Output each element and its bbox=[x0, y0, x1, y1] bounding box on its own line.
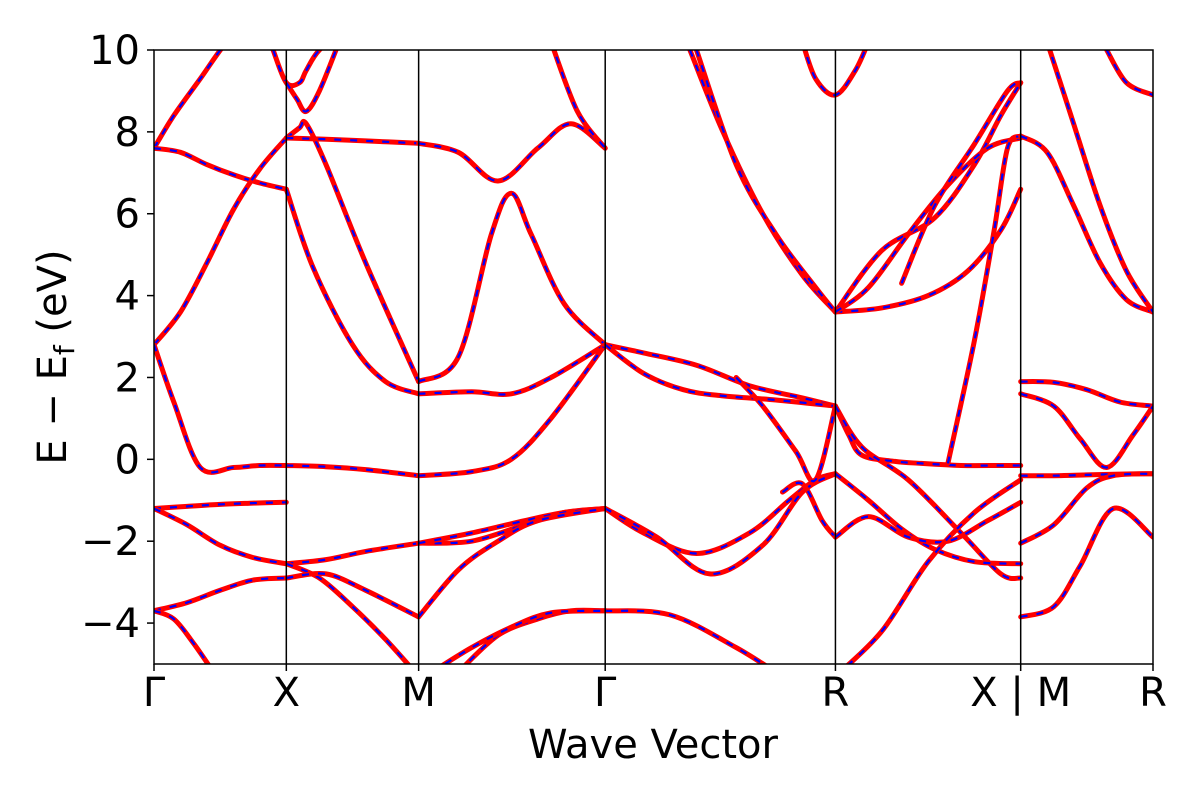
band-line-comparison bbox=[605, 609, 766, 664]
band-line-comparison bbox=[286, 464, 419, 477]
band-line-reference bbox=[283, 186, 422, 397]
band-line-reference bbox=[283, 561, 412, 664]
band-line-comparison bbox=[285, 120, 420, 383]
band-line-comparison bbox=[834, 136, 1022, 313]
band-line-reference bbox=[845, 477, 1024, 664]
band-line-comparison bbox=[154, 147, 287, 191]
band-line-reference bbox=[602, 342, 838, 409]
band-line-reference bbox=[1018, 505, 1153, 620]
band-line-comparison bbox=[464, 609, 606, 664]
band-line-reference bbox=[416, 342, 608, 479]
band-line-reference bbox=[832, 403, 1024, 582]
band-line-comparison bbox=[1020, 472, 1153, 545]
band-line-comparison bbox=[286, 572, 420, 618]
high-symmetry-lines bbox=[285, 50, 1022, 664]
band-line-comparison bbox=[285, 50, 338, 113]
y-tick-label: 8 bbox=[115, 110, 140, 156]
band-line-reference bbox=[416, 190, 608, 385]
band-line-reference bbox=[602, 471, 838, 577]
band-line-reference bbox=[283, 50, 339, 114]
band-line-comparison bbox=[417, 507, 606, 618]
y-tick-label: 6 bbox=[115, 192, 140, 238]
y-tick-label: 10 bbox=[89, 28, 140, 74]
band-line-comparison bbox=[1020, 507, 1153, 618]
band-line-reference bbox=[1104, 50, 1153, 98]
band-line-comparison bbox=[285, 188, 419, 395]
y-axis-title: E − Ef (eV) bbox=[30, 249, 81, 464]
x-tick-label: Γ bbox=[143, 670, 166, 716]
y-tick-label: −2 bbox=[81, 519, 140, 565]
band-line-comparison bbox=[154, 137, 288, 346]
x-tick-label: Γ bbox=[594, 670, 617, 716]
band-line-comparison bbox=[1020, 392, 1153, 469]
y-tick-label: 0 bbox=[115, 437, 140, 483]
x-tick-label: X bbox=[273, 670, 300, 716]
x-tick-label: R bbox=[822, 670, 850, 716]
band-line-comparison bbox=[1105, 50, 1153, 97]
band-line-comparison bbox=[418, 192, 606, 383]
x-tick-label: R bbox=[1139, 670, 1167, 716]
band-line-reference bbox=[1018, 379, 1153, 409]
band-line-comparison bbox=[154, 609, 210, 664]
band-line-comparison bbox=[418, 343, 606, 396]
band-line-reference bbox=[694, 50, 838, 315]
y-axis-ticks: −4 −2 0 2 4 6 8 10 bbox=[81, 28, 154, 647]
band-line-reference bbox=[283, 570, 422, 620]
band-line-comparison bbox=[154, 507, 287, 565]
bands-layer bbox=[154, 50, 1153, 664]
y-axis-title-prefix: E − E bbox=[30, 355, 76, 465]
band-line-reference bbox=[551, 50, 608, 151]
band-line-reference bbox=[832, 403, 1024, 469]
band-line-comparison bbox=[418, 122, 606, 183]
band-line-comparison bbox=[834, 405, 1021, 580]
y-axis-title-suffix: (eV) bbox=[30, 249, 76, 345]
band-line-comparison bbox=[604, 343, 836, 408]
band-line-comparison bbox=[1048, 50, 1153, 313]
y-tick-label: −4 bbox=[81, 601, 140, 647]
band-line-comparison bbox=[834, 82, 1022, 313]
band-line-reference bbox=[416, 121, 608, 184]
band-line-comparison bbox=[900, 81, 1022, 284]
x-axis-ticks: Γ X M Γ R X | M R bbox=[143, 664, 1167, 716]
band-line-comparison bbox=[847, 478, 1022, 664]
x-tick-label: M bbox=[401, 670, 436, 716]
band-line-comparison bbox=[286, 542, 419, 565]
band-line-comparison bbox=[154, 344, 287, 474]
band-line-reference bbox=[832, 499, 1024, 545]
x-tick-label: X | M bbox=[970, 670, 1071, 716]
band-line-reference bbox=[780, 480, 838, 540]
band-line-comparison bbox=[834, 472, 1021, 565]
band-line-reference bbox=[1018, 133, 1153, 315]
band-line-comparison bbox=[946, 135, 1022, 464]
x-axis-title: Wave Vector bbox=[528, 722, 779, 768]
band-line-comparison bbox=[285, 562, 410, 664]
band-line-reference bbox=[154, 50, 224, 151]
band-line-reference bbox=[440, 608, 608, 664]
band-line-comparison bbox=[834, 405, 1021, 467]
band-line-comparison bbox=[442, 609, 606, 664]
y-tick-label: 4 bbox=[115, 274, 140, 320]
band-line-reference bbox=[154, 506, 289, 567]
band-line-comparison bbox=[1020, 380, 1153, 408]
band-line-reference bbox=[154, 145, 289, 192]
band-line-reference bbox=[154, 342, 289, 475]
band-line-comparison bbox=[688, 50, 837, 313]
band-line-comparison bbox=[834, 501, 1022, 544]
y-tick-label: 2 bbox=[115, 355, 140, 401]
band-line-comparison bbox=[154, 576, 287, 612]
band-line-reference bbox=[733, 375, 838, 484]
band-line-comparison bbox=[835, 188, 1022, 314]
band-line-comparison bbox=[695, 50, 837, 313]
y-axis-title-subscript: f bbox=[48, 344, 81, 355]
band-line-comparison bbox=[1020, 472, 1153, 477]
plot-frame bbox=[153, 49, 1154, 665]
band-line-comparison bbox=[154, 50, 222, 149]
band-line-comparison bbox=[286, 136, 419, 145]
band-line-comparison bbox=[154, 501, 287, 510]
band-line-reference bbox=[154, 608, 211, 664]
band-line-comparison bbox=[552, 50, 607, 149]
band-line-reference bbox=[602, 608, 768, 664]
